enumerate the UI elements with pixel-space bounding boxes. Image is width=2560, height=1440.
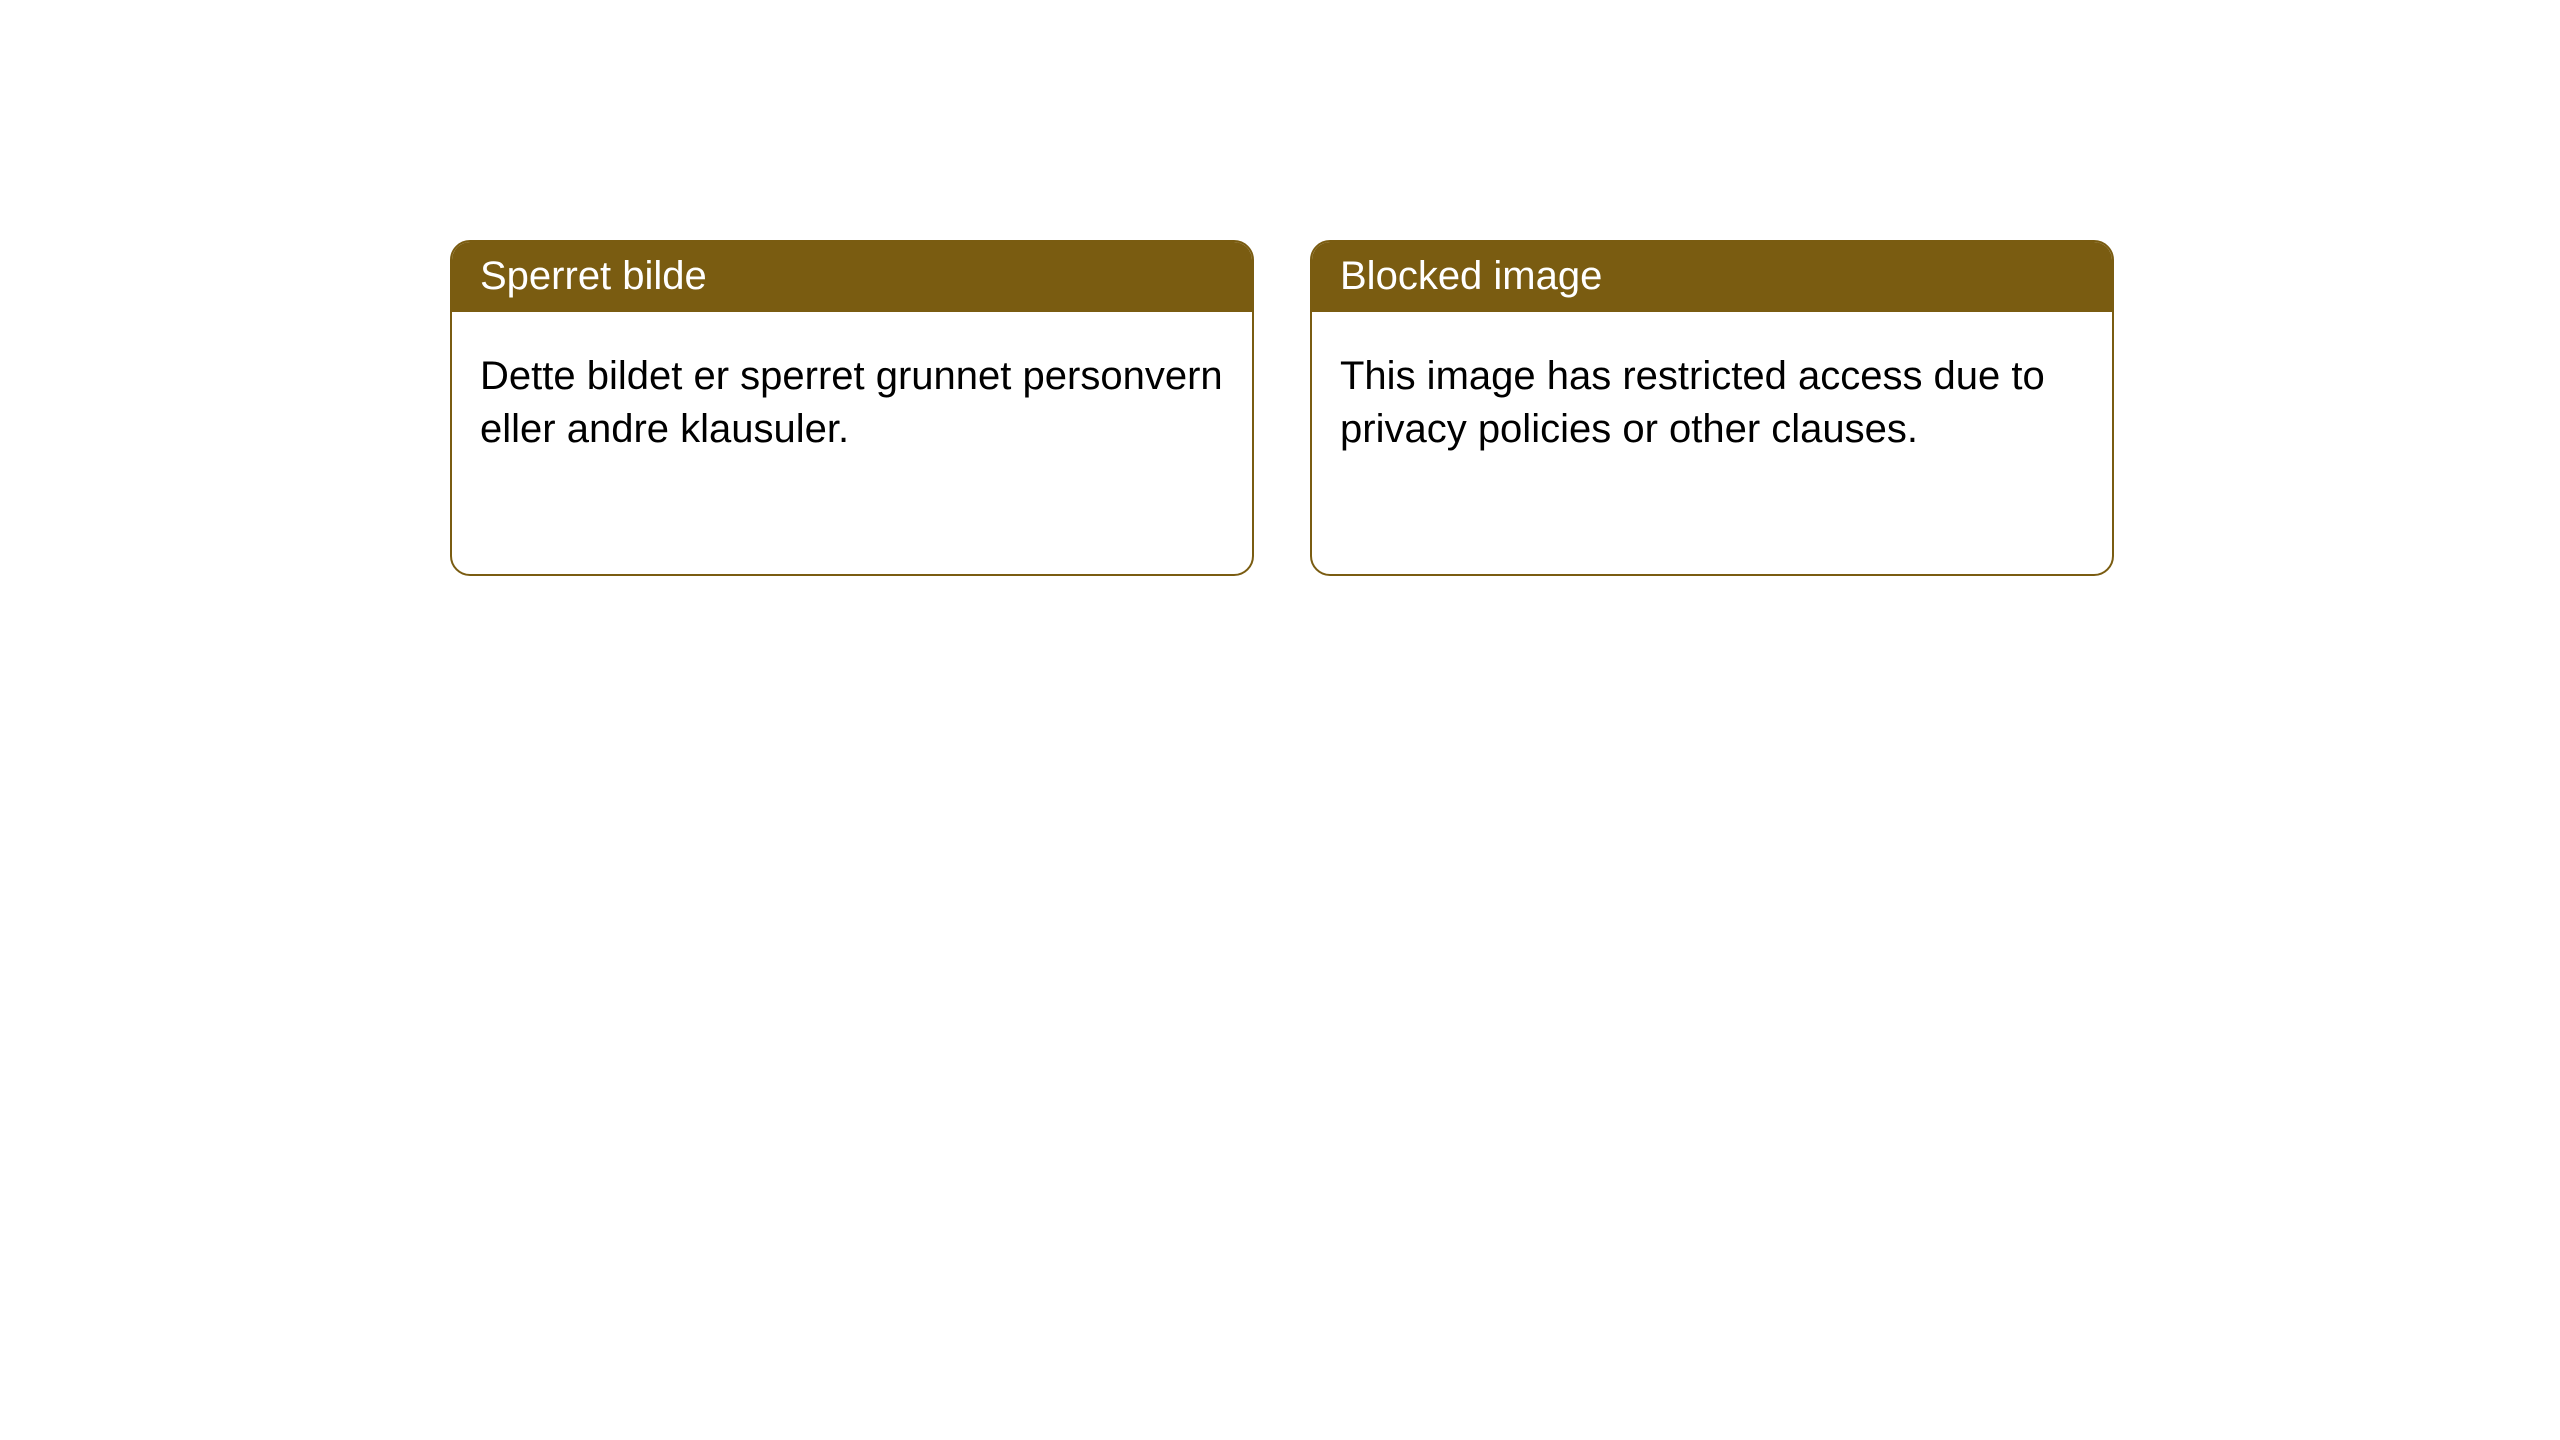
notice-card-norwegian: Sperret bilde Dette bildet er sperret gr…: [450, 240, 1254, 576]
notice-card-english: Blocked image This image has restricted …: [1310, 240, 2114, 576]
notice-title-norwegian: Sperret bilde: [452, 242, 1252, 312]
notice-message-english: This image has restricted access due to …: [1312, 312, 2112, 494]
notice-title-english: Blocked image: [1312, 242, 2112, 312]
notice-container: Sperret bilde Dette bildet er sperret gr…: [0, 0, 2560, 576]
notice-message-norwegian: Dette bildet er sperret grunnet personve…: [452, 312, 1252, 494]
